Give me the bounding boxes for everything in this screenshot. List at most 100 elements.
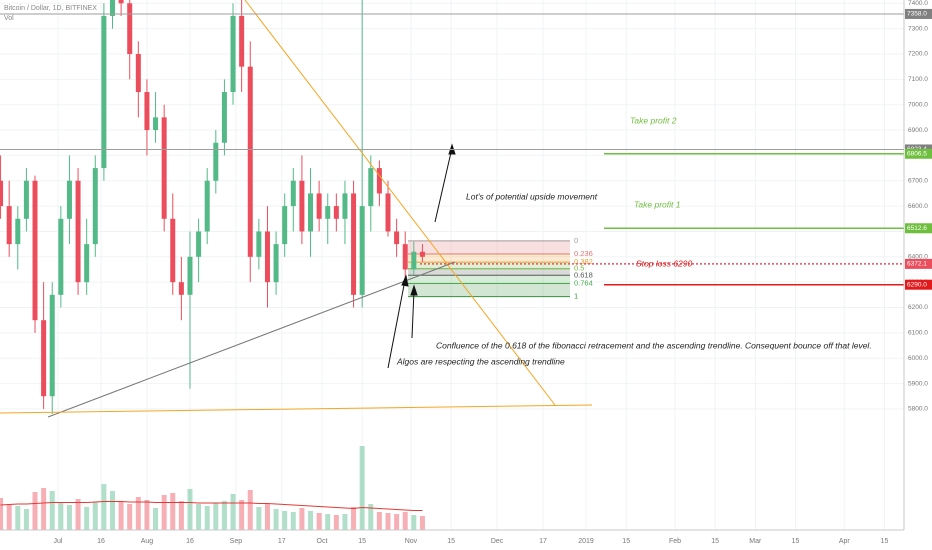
arrow bbox=[411, 289, 415, 339]
y-tick-label: 6400.0 bbox=[908, 254, 928, 261]
price-tag bbox=[905, 279, 932, 290]
volume-bar bbox=[170, 493, 176, 530]
volume-bar bbox=[325, 514, 331, 530]
volume-bar bbox=[144, 500, 150, 530]
volume-bar bbox=[187, 489, 193, 530]
candle-body bbox=[419, 251, 425, 257]
candle-body bbox=[92, 168, 98, 245]
fib-zone bbox=[408, 253, 570, 263]
candle-body bbox=[204, 180, 210, 232]
x-tick-label: 17 bbox=[539, 538, 547, 545]
candle-body bbox=[359, 206, 365, 295]
y-tick-label: 7200.0 bbox=[908, 51, 928, 58]
fib-zone bbox=[408, 240, 570, 254]
y-tick-label: 6900.0 bbox=[908, 127, 928, 134]
volume-bar bbox=[419, 516, 425, 530]
candle-body bbox=[239, 15, 245, 67]
fib-label: 0 bbox=[574, 236, 578, 245]
price-tag bbox=[905, 8, 932, 19]
candle-body bbox=[178, 282, 184, 295]
grid bbox=[0, 0, 904, 530]
candle-body bbox=[247, 66, 253, 257]
candle-body bbox=[394, 231, 400, 245]
fib-label: 1 bbox=[574, 292, 578, 301]
fib-label: 0.5 bbox=[574, 264, 584, 273]
volume-bar bbox=[368, 504, 374, 530]
candle-body bbox=[273, 244, 279, 283]
fib-zone bbox=[408, 283, 570, 297]
volume-bar bbox=[153, 508, 159, 530]
price-axis bbox=[904, 0, 932, 550]
candle-body bbox=[118, 0, 124, 4]
volume-bar bbox=[256, 507, 262, 530]
y-tick-label: 5800.0 bbox=[908, 406, 928, 413]
candle-body bbox=[153, 117, 159, 131]
volume-bar bbox=[75, 499, 81, 530]
volume-ma bbox=[0, 501, 423, 511]
candle-body bbox=[15, 218, 21, 245]
fib-label: 0.236 bbox=[574, 249, 593, 258]
arrow bbox=[387, 279, 406, 369]
x-tick-label: 16 bbox=[186, 538, 194, 545]
volume-bar bbox=[308, 511, 314, 530]
fib-label: 0.764 bbox=[574, 278, 593, 287]
x-tick-label: Jul bbox=[53, 538, 62, 545]
candle-body bbox=[213, 142, 219, 181]
volume-bar bbox=[402, 512, 408, 530]
price-tag bbox=[905, 148, 932, 159]
candle-body bbox=[230, 15, 236, 93]
candle-body bbox=[0, 180, 4, 207]
y-tick-label: 7100.0 bbox=[908, 76, 928, 83]
volume-bar bbox=[342, 514, 348, 530]
price-tag-label: 6290.0 bbox=[907, 281, 927, 288]
candle-body bbox=[256, 231, 262, 257]
volume-bar bbox=[196, 504, 202, 530]
annotation: Algos are respecting the ascending trend… bbox=[396, 356, 565, 366]
candle-body bbox=[299, 180, 305, 232]
support-line bbox=[0, 404, 593, 414]
x-tick-label: Sep bbox=[230, 538, 243, 545]
x-tick-label: Mar bbox=[749, 538, 762, 545]
candle-body bbox=[221, 92, 227, 143]
candle-body bbox=[316, 193, 322, 219]
volume-bar bbox=[385, 513, 391, 530]
candle-body bbox=[41, 320, 47, 397]
volume-bar bbox=[221, 501, 227, 530]
volume-bar bbox=[101, 484, 107, 530]
candle-body bbox=[308, 193, 314, 232]
candle-body bbox=[282, 206, 288, 245]
candle-body bbox=[49, 294, 55, 397]
fib-zone bbox=[408, 262, 570, 269]
volume-bar bbox=[213, 503, 219, 530]
candle-body bbox=[187, 256, 193, 295]
candle-body bbox=[109, 0, 115, 16]
x-tick-label: 15 bbox=[358, 538, 366, 545]
volume-bar bbox=[239, 500, 245, 530]
volume-bar bbox=[127, 504, 133, 530]
price-tag-label: 6372.1 bbox=[907, 261, 927, 268]
volume-bar bbox=[376, 512, 382, 530]
candle-body bbox=[368, 168, 374, 207]
candle-body bbox=[127, 3, 133, 54]
volume-bar bbox=[394, 514, 400, 530]
price-tag bbox=[905, 223, 932, 234]
x-tick-label: 16 bbox=[97, 538, 105, 545]
arrow bbox=[434, 147, 453, 223]
price-tag bbox=[905, 258, 932, 269]
y-tick-label: 6200.0 bbox=[908, 304, 928, 311]
volume-bar bbox=[333, 515, 339, 530]
x-tick-label: 2019 bbox=[578, 538, 594, 545]
fib-label: 0.618 bbox=[574, 270, 593, 279]
y-tick-label: 7000.0 bbox=[908, 101, 928, 108]
candle-body bbox=[6, 206, 12, 245]
candle-body bbox=[264, 231, 270, 283]
candle-body bbox=[385, 193, 391, 232]
annotation: Confluence of the 0.618 of the fibonacci… bbox=[436, 340, 872, 350]
volume-bar bbox=[316, 513, 322, 530]
volume-bar bbox=[299, 508, 305, 530]
ascending-trendline bbox=[47, 261, 456, 418]
volume-bar bbox=[178, 501, 184, 530]
candle-body bbox=[402, 244, 408, 270]
x-tick-label: Aug bbox=[141, 538, 154, 545]
